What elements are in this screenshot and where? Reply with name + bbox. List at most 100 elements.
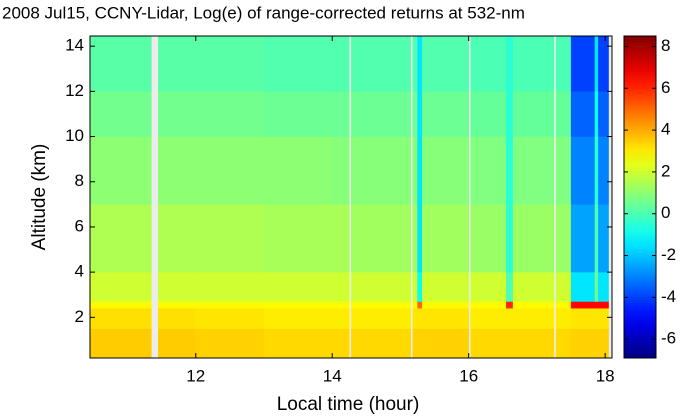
heatmap-cell <box>598 271 609 302</box>
heatmap-cell <box>412 308 418 329</box>
heatmap-cell <box>512 91 555 137</box>
heatmap-cell <box>470 204 507 273</box>
heatmap-cell <box>598 35 609 92</box>
heatmap-cell <box>594 204 599 273</box>
colorbar-tick-label: 6 <box>661 78 670 97</box>
heatmap-cell <box>158 271 196 302</box>
heatmap-cell <box>506 328 514 359</box>
y-axis-label: Altitude (km) <box>29 144 50 251</box>
x-axis-label: Local time (hour) <box>277 394 420 415</box>
x-tick-label: 18 <box>596 366 615 385</box>
heatmap-cell <box>598 91 609 137</box>
heatmap-cell <box>594 35 599 92</box>
heatmap-cell <box>89 204 152 273</box>
heatmap-cell <box>417 35 423 92</box>
y-tick-label: 8 <box>75 171 84 190</box>
heatmap-cell <box>158 91 196 137</box>
heatmap-cell <box>263 91 333 137</box>
heatmap-cell <box>470 308 507 329</box>
heatmap-cell <box>555 136 572 205</box>
heatmap-cell <box>470 328 507 359</box>
heatmap-cell <box>512 308 555 329</box>
heatmap-cell <box>417 271 423 302</box>
heatmap-cell <box>417 308 423 329</box>
heatmap-cell <box>470 136 507 205</box>
heatmap-cell <box>594 271 599 302</box>
heatmap-cell <box>594 308 599 329</box>
heatmap-cell <box>417 301 423 309</box>
heatmap-cell <box>332 271 350 302</box>
heatmap-cell <box>422 308 469 329</box>
heatmap-cell <box>412 328 418 359</box>
colorbar <box>623 35 657 359</box>
heatmap-cell <box>506 136 514 205</box>
heatmap-cell <box>470 91 507 137</box>
heatmap-cell <box>598 136 609 205</box>
heatmap-cell <box>506 301 514 309</box>
x-tick-label: 12 <box>186 366 205 385</box>
heatmap-cell <box>332 328 350 359</box>
heatmap-cell <box>89 271 152 302</box>
colorbar-tick-label: -4 <box>661 287 676 306</box>
heatmap-cell <box>506 91 514 137</box>
heatmap-cell <box>512 301 555 309</box>
heatmap-cell <box>158 35 196 92</box>
heatmap-cell <box>195 35 265 92</box>
heatmap-cell <box>351 301 411 309</box>
heatmap-cell <box>412 91 418 137</box>
heatmap-cell <box>412 271 418 302</box>
heatmap-cell <box>570 301 596 309</box>
heatmap-cell <box>417 328 423 359</box>
heatmap-cell <box>263 35 333 92</box>
heatmap-cell <box>570 328 596 359</box>
heatmap-cell <box>470 301 507 309</box>
heatmap-cell <box>506 204 514 273</box>
colorbar-tick-label: 0 <box>661 203 670 222</box>
heatmap-cell <box>594 301 599 309</box>
heatmap-cell <box>412 136 418 205</box>
heatmap-cell <box>195 301 265 309</box>
heatmap-cell <box>470 271 507 302</box>
chart-title: 2008 Jul15, CCNY-Lidar, Log(e) of range-… <box>2 3 525 22</box>
colorbar-tick-label: -2 <box>661 245 676 264</box>
heatmap-cell <box>263 271 333 302</box>
colorbar-tick-label: 2 <box>661 161 670 180</box>
heatmap-cell <box>412 35 418 92</box>
heatmap-cell <box>332 136 350 205</box>
heatmap-cell <box>351 35 411 92</box>
heatmap-cell <box>351 328 411 359</box>
heatmap-cell <box>89 308 152 329</box>
heatmap-cell <box>555 301 572 309</box>
heatmap-cell <box>422 35 469 92</box>
heatmap-cell <box>422 271 469 302</box>
heatmap-cell <box>555 204 572 273</box>
heatmap-cell <box>555 271 572 302</box>
heatmap-cell <box>195 271 265 302</box>
plot-frame <box>89 35 613 359</box>
heatmap-cell <box>332 301 350 309</box>
heatmap-cell <box>506 271 514 302</box>
heatmap-cell <box>195 308 265 329</box>
heatmap-cell <box>263 136 333 205</box>
heatmap-cell <box>332 308 350 329</box>
heatmap-cell <box>555 328 572 359</box>
heatmap-cell <box>598 204 609 273</box>
heatmap-cell <box>89 301 152 309</box>
heatmap-cell <box>594 91 599 137</box>
heatmap-cell <box>412 301 418 309</box>
colorbar-tick-label: -6 <box>661 329 676 348</box>
heatmap-cell <box>570 308 596 329</box>
heatmap-cell <box>555 91 572 137</box>
heatmap-cell <box>470 35 507 92</box>
y-tick-label: 10 <box>65 126 84 145</box>
heatmap-cell <box>417 91 423 137</box>
heatmap-cell <box>512 136 555 205</box>
heatmap-cell <box>598 308 609 329</box>
heatmap-cell <box>332 35 350 92</box>
heatmap-cell <box>412 204 418 273</box>
heatmap-cell <box>570 91 596 137</box>
y-tick-label: 12 <box>65 81 84 100</box>
heatmap-cell <box>195 91 265 137</box>
